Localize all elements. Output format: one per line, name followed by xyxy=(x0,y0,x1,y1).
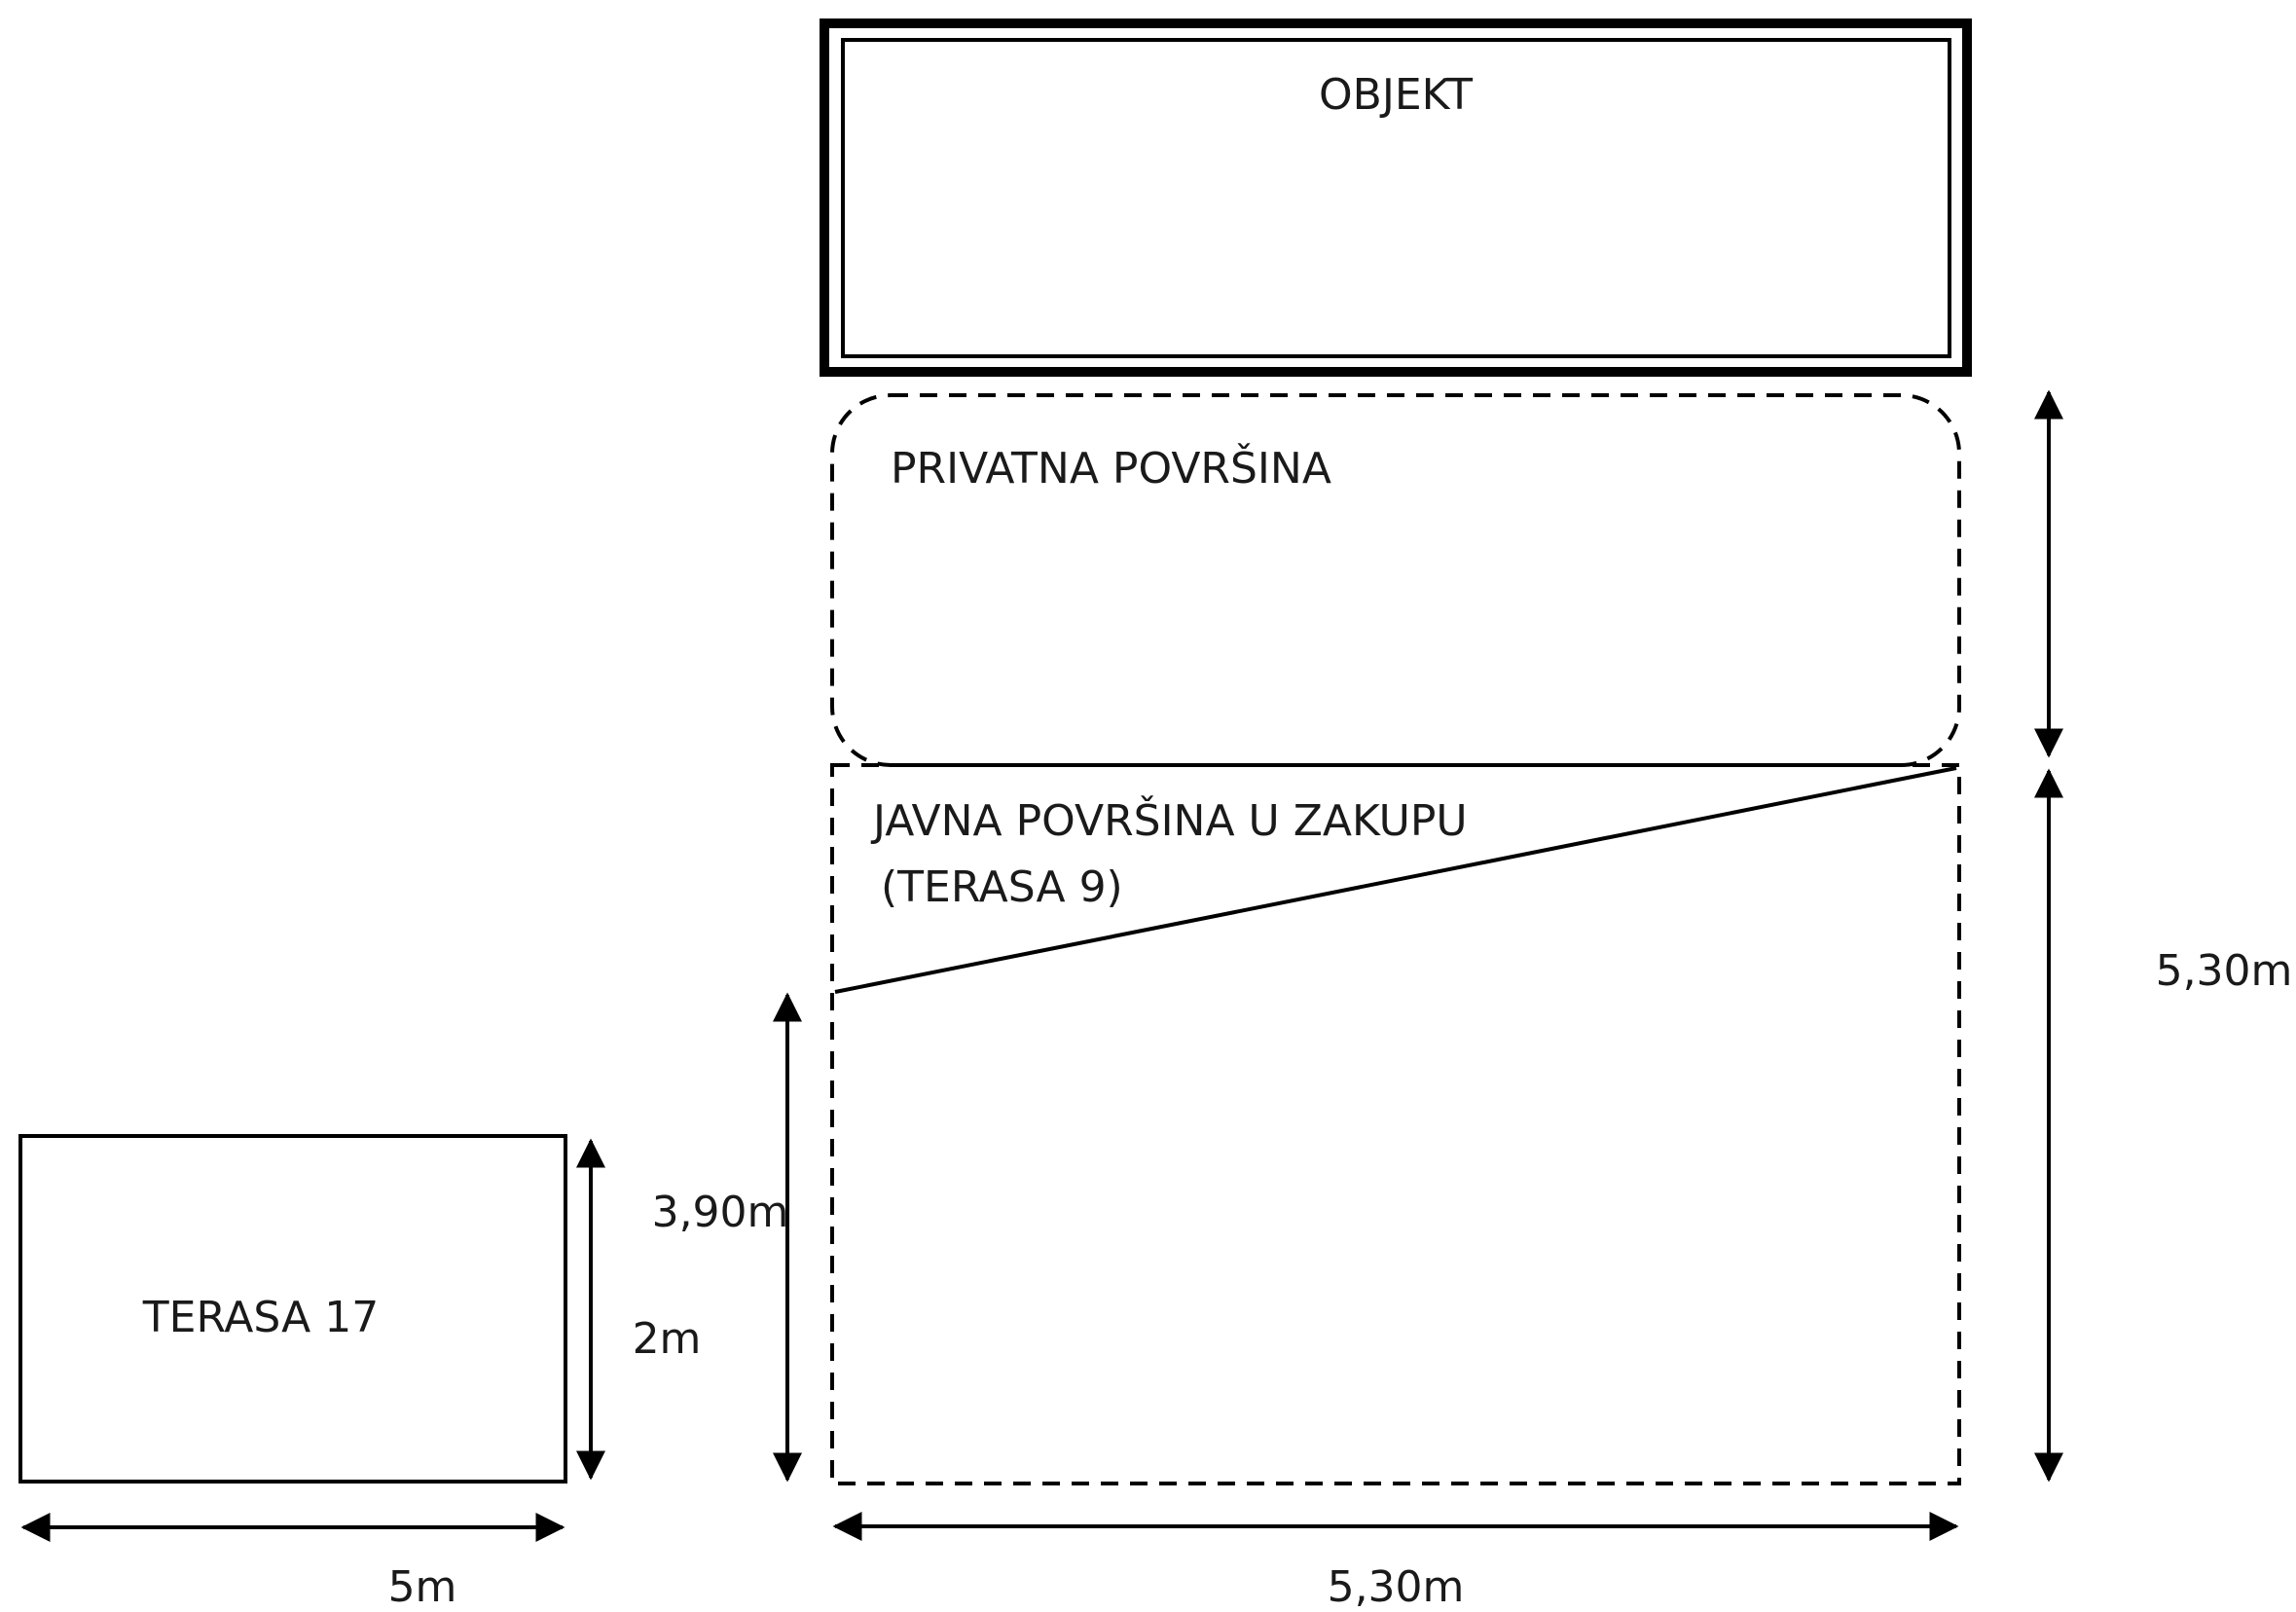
javna-width-label: 5,30m xyxy=(1328,1562,1465,1612)
public-rented-area: JAVNA POVRŠINA U ZAKUPU (TERASA 9) xyxy=(830,763,1961,1485)
dimension-terasa17-height: 2m xyxy=(576,1138,702,1481)
public-area-label-line1: JAVNA POVRŠINA U ZAKUPU xyxy=(870,794,1468,846)
javna-right-height-label: 5,30m xyxy=(2156,946,2293,996)
dimension-javna-right-height: 5,30m xyxy=(2034,768,2293,1483)
objekt-building: OBJEKT xyxy=(820,18,1972,377)
terasa-17: TERASA 17 xyxy=(18,1134,567,1484)
objekt-label: OBJEKT xyxy=(1319,70,1473,120)
public-area-label-line2: (TERASA 9) xyxy=(881,862,1123,912)
terasa17-width-label: 5m xyxy=(388,1562,457,1612)
dimension-javna-left-height: 3,90m xyxy=(652,992,802,1483)
javna-left-height-label: 3,90m xyxy=(652,1188,789,1237)
private-area-label: PRIVATNA POVRŠINA xyxy=(891,442,1331,494)
private-area: PRIVATNA POVRŠINA xyxy=(830,393,1961,767)
sloped-boundary-line xyxy=(834,766,1957,994)
terasa17-height-label: 2m xyxy=(633,1314,702,1364)
dimension-javna-width: 5,30m xyxy=(832,1512,1959,1612)
terasa-17-label: TERASA 17 xyxy=(142,1293,379,1342)
dimension-terasa17-width: 5m xyxy=(20,1513,565,1612)
